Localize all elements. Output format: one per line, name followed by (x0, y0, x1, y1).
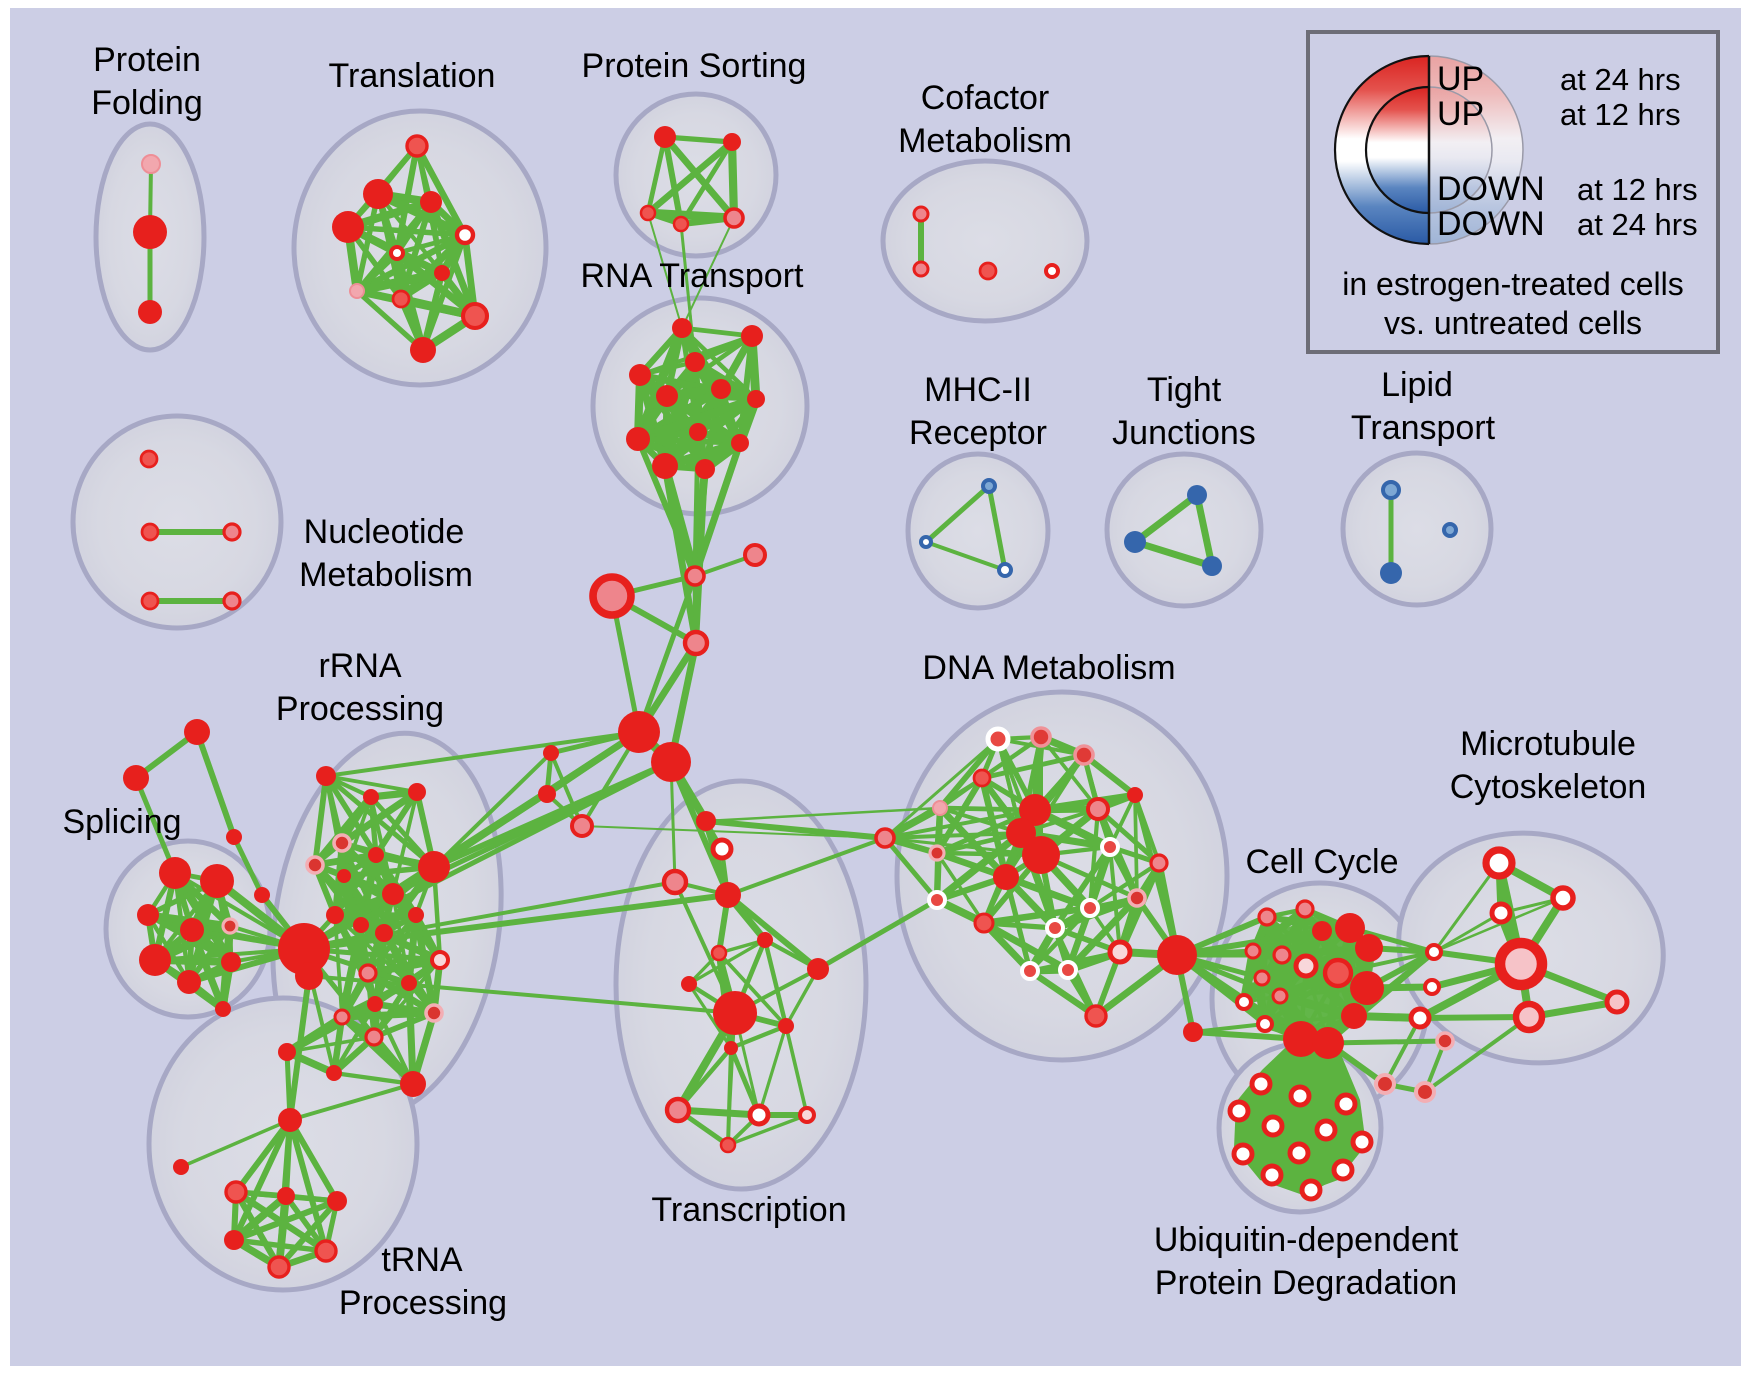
svg-text:vs. untreated cells: vs. untreated cells (1384, 305, 1642, 341)
svg-text:Folding: Folding (91, 84, 203, 122)
svg-text:Metabolism: Metabolism (299, 556, 473, 594)
svg-text:at 12 hrs: at 12 hrs (1577, 172, 1698, 207)
svg-text:Translation: Translation (329, 57, 496, 95)
svg-text:Transcription: Transcription (651, 1191, 846, 1229)
svg-text:Cell Cycle: Cell Cycle (1245, 843, 1398, 881)
svg-text:at 12 hrs: at 12 hrs (1560, 97, 1681, 132)
svg-text:DOWN: DOWN (1437, 170, 1545, 208)
svg-text:Nucleotide: Nucleotide (304, 513, 465, 551)
svg-text:Tight: Tight (1147, 371, 1222, 409)
svg-text:Cofactor: Cofactor (921, 79, 1050, 117)
svg-text:Protein Degradation: Protein Degradation (1155, 1264, 1457, 1302)
svg-text:Lipid: Lipid (1381, 366, 1453, 404)
svg-text:UP: UP (1437, 60, 1484, 98)
svg-text:Transport: Transport (1351, 409, 1496, 447)
svg-text:in estrogen-treated cells: in estrogen-treated cells (1342, 266, 1684, 302)
svg-text:Splicing: Splicing (62, 803, 181, 841)
svg-text:at 24 hrs: at 24 hrs (1577, 207, 1698, 242)
svg-text:UP: UP (1437, 95, 1484, 133)
svg-text:MHC-II: MHC-II (924, 371, 1032, 409)
svg-text:Processing: Processing (339, 1284, 507, 1322)
svg-text:DOWN: DOWN (1437, 205, 1545, 243)
svg-text:at 24 hrs: at 24 hrs (1560, 62, 1681, 97)
svg-text:tRNA: tRNA (381, 1241, 463, 1279)
svg-text:Receptor: Receptor (909, 414, 1047, 452)
svg-text:Protein Sorting: Protein Sorting (582, 47, 807, 85)
svg-text:Junctions: Junctions (1112, 414, 1256, 452)
svg-text:rRNA: rRNA (318, 647, 401, 685)
svg-text:Microtubule: Microtubule (1460, 725, 1636, 763)
svg-text:Ubiquitin-dependent: Ubiquitin-dependent (1154, 1221, 1459, 1259)
svg-text:Protein: Protein (93, 41, 201, 79)
svg-text:Cytoskeleton: Cytoskeleton (1450, 768, 1647, 806)
svg-text:Processing: Processing (276, 690, 444, 728)
svg-text:RNA Transport: RNA Transport (581, 257, 805, 295)
svg-text:DNA Metabolism: DNA Metabolism (922, 649, 1175, 687)
svg-text:Metabolism: Metabolism (898, 122, 1072, 160)
